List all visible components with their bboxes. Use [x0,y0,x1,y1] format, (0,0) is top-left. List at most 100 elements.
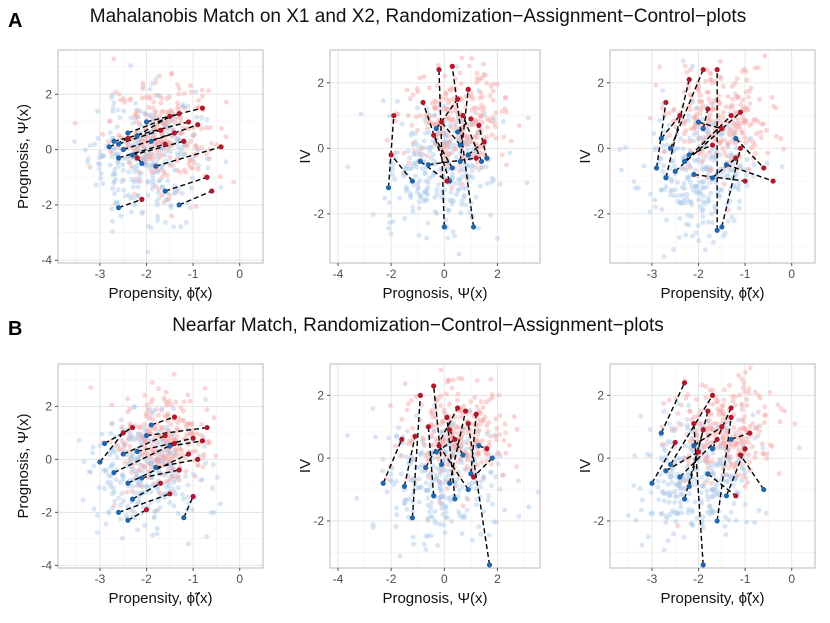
control-point [387,220,393,226]
control-point [112,145,118,151]
treated-point [136,144,142,150]
treated-point [722,442,728,448]
control-point [159,164,165,170]
treated-point [444,116,450,122]
control-point [101,153,107,159]
control-point [118,213,124,219]
treated-point [706,150,712,156]
treated-point [454,483,460,489]
treated-point [478,417,484,423]
treated-point [688,66,694,72]
control-point [497,181,503,187]
x-tick-label: -3 [647,572,658,586]
x-tick-label: -4 [333,572,344,586]
control-point [107,452,113,458]
control-point [148,150,154,156]
matched-control-point [714,518,720,524]
treated-point [474,79,480,85]
control-point [414,164,420,170]
control-point [409,456,415,462]
match-line [693,426,723,447]
control-point [154,169,160,175]
control-point [150,171,156,177]
y-tick-label: -2 [313,207,324,221]
control-point [726,153,732,159]
control-point [617,147,623,153]
control-point [710,450,716,456]
treated-point [174,434,180,440]
control-point [708,148,714,154]
control-point [171,224,177,230]
control-point [699,474,705,480]
control-point [659,510,665,516]
treated-point [434,454,440,460]
control-point [449,201,455,207]
treated-point [448,433,454,439]
treated-point [705,458,711,464]
control-point [677,200,683,206]
treated-point [705,119,711,125]
treated-point [424,153,430,159]
control-point [140,435,146,441]
treated-point [683,128,689,134]
control-point [122,193,128,199]
treated-point [704,418,710,424]
control-point [683,221,689,227]
control-point [681,197,687,203]
control-point [739,465,745,471]
matched-control-point [695,119,702,125]
control-point [442,530,448,536]
control-point [676,420,682,426]
control-point [132,468,138,474]
treated-point [475,450,481,456]
control-point [432,112,438,118]
matched-treated-point [176,467,182,473]
control-point [685,472,691,478]
treated-point [440,132,446,138]
control-point [493,474,499,480]
treated-point [107,118,113,124]
control-point [424,192,430,198]
treated-point [171,436,177,442]
treated-point [432,106,438,112]
control-point [675,482,681,488]
control-point [433,476,439,482]
control-point [439,467,445,473]
control-point [701,193,707,199]
treated-point [147,446,153,452]
match-line [660,382,686,434]
grid [330,49,540,263]
row-b-letter: B [8,318,22,340]
control-point [515,478,521,484]
control-point [416,485,422,491]
match-line [403,436,416,487]
treated-point [464,466,470,472]
treated-point [703,135,709,141]
control-point [380,98,386,104]
treated-point [107,439,113,445]
treated-point [118,97,124,103]
treated-point [157,139,163,145]
control-point [451,181,457,187]
control-point [706,128,712,134]
control-point [141,156,147,162]
treated-point [473,436,479,442]
treated-point [474,439,480,445]
treated-point [187,158,193,164]
control-point [432,194,438,200]
x-tick-label: 0 [236,267,243,281]
control-point [668,489,674,495]
treated-point [191,160,197,166]
control-point [162,472,168,478]
treated-point [140,86,146,92]
control-point [692,183,698,189]
control-point [459,531,465,537]
control-point [735,184,741,190]
treated-point [705,430,711,436]
treated-point [116,91,122,97]
treated-point [752,150,758,156]
matched-control-point [709,175,716,181]
control-point [779,164,785,170]
treated-point [182,167,188,173]
control-point [157,439,163,445]
